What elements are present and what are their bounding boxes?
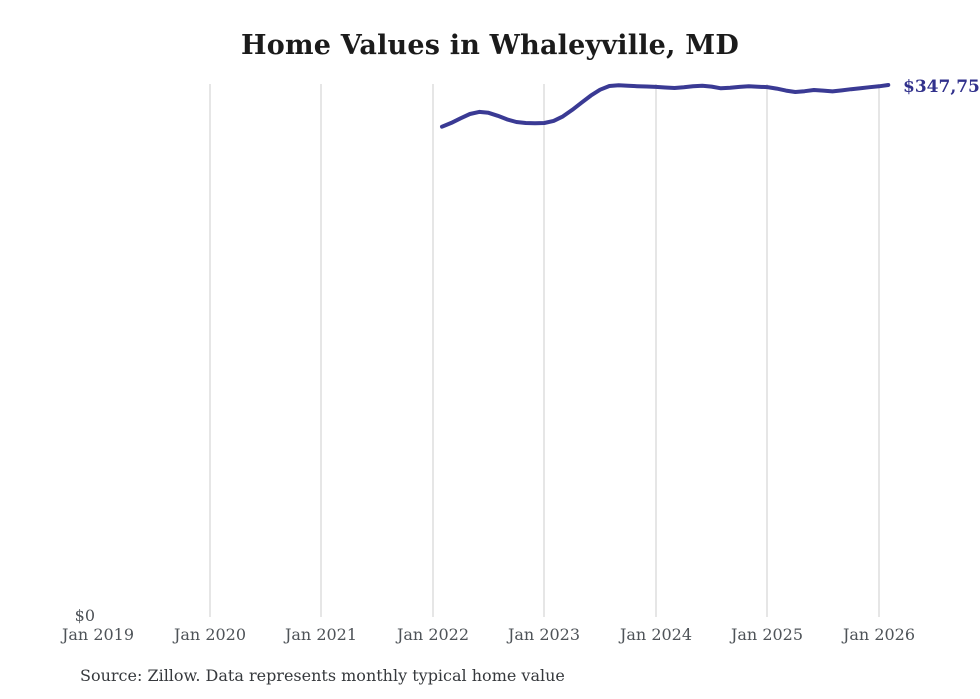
x-tick-label: Jan 2021: [283, 625, 357, 644]
source-note: Source: Zillow. Data represents monthly …: [80, 666, 565, 685]
x-tick-label: Jan 2026: [841, 625, 915, 644]
x-tick-label: Jan 2022: [395, 625, 469, 644]
x-tick-label: Jan 2019: [60, 625, 134, 644]
y-axis-zero-label: $0: [75, 606, 95, 625]
current-value-label: $347,758: [903, 77, 980, 97]
gridlines: [209, 84, 880, 617]
x-tick-label: Jan 2020: [172, 625, 246, 644]
x-axis-tick-labels: Jan 2019 Jan 2020 Jan 2021 Jan 2022 Jan …: [60, 625, 915, 644]
x-tick-label: Jan 2023: [506, 625, 580, 644]
x-tick-label: Jan 2024: [618, 625, 692, 644]
x-tick-label: Jan 2025: [729, 625, 803, 644]
chart-title: Home Values in Whaleyville, MD: [241, 30, 739, 61]
home-value-line: [440, 83, 891, 129]
